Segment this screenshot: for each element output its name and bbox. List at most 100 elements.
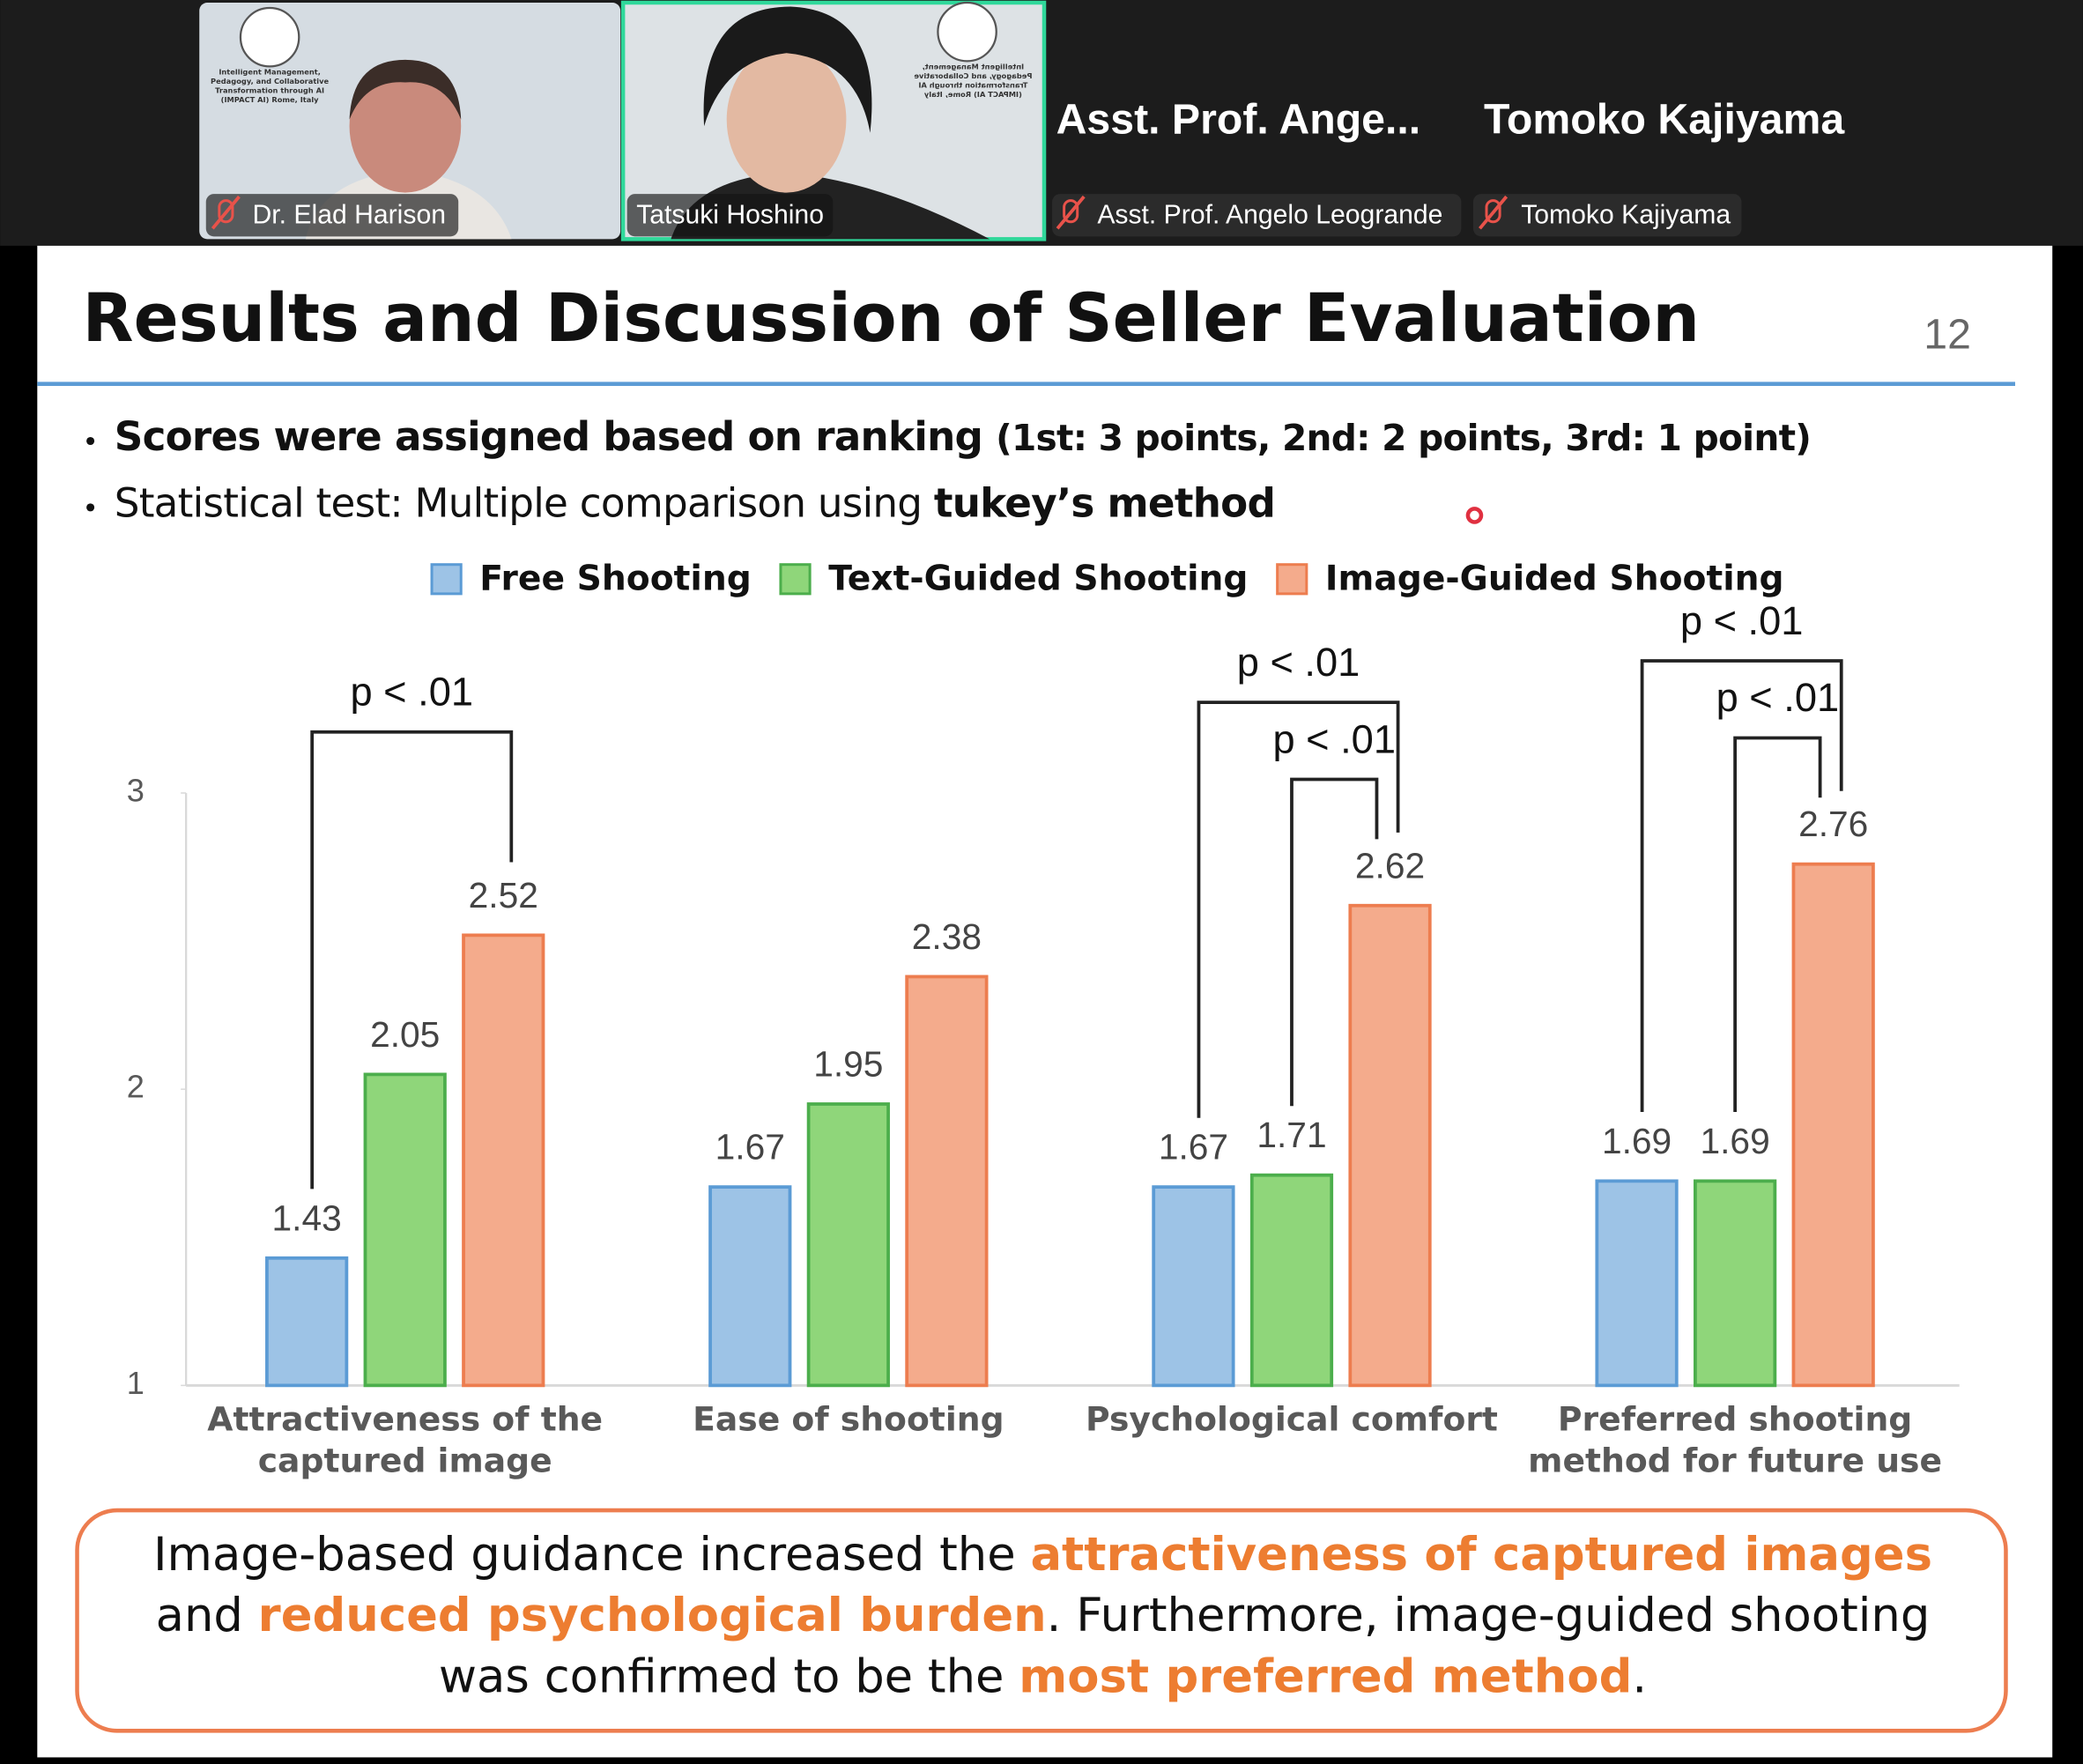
- participant-big-name: Asst. Prof. Ange...: [1056, 95, 1421, 143]
- conclusion-highlight: most preferred method: [1019, 1650, 1633, 1705]
- value-label: 1.67: [715, 1127, 785, 1167]
- name-pill: [626, 194, 834, 237]
- conclusion-text: . Furthermore, image-guided shooting was…: [438, 1590, 1931, 1705]
- legend-label: Text-Guided Shooting: [828, 559, 1248, 598]
- video-tile[interactable]: Intelligent Management, Pedagogy, and Co…: [199, 3, 621, 240]
- bar: [363, 1072, 447, 1388]
- participant-big-name: Tomoko Kajiyama: [1484, 95, 1845, 143]
- significance-label: p < .01: [1237, 640, 1360, 685]
- significance-label: p < .01: [1272, 716, 1396, 761]
- slide: [37, 245, 2053, 1758]
- participant-name: Dr. Elad Harison: [253, 201, 446, 230]
- value-label: 1.69: [1602, 1121, 1672, 1161]
- conclusion: Image-based guidance increased the attra…: [120, 1525, 1966, 1708]
- value-label: 2.38: [912, 916, 982, 957]
- name-pill: [1052, 194, 1462, 237]
- value-label: 1.95: [813, 1044, 883, 1085]
- conclusion-text: .: [1632, 1650, 1648, 1705]
- bullet-box: Scores were assigned based on ranking (1…: [115, 414, 2027, 461]
- bullet: Scores were assigned based on ranking (1…: [115, 414, 2027, 461]
- name-pill: [205, 194, 459, 237]
- bullet-dot: [86, 436, 95, 446]
- significance-label: p < .01: [350, 669, 473, 714]
- conclusion-highlight: reduced psychological burden: [257, 1590, 1047, 1643]
- significance-bracket: [1290, 777, 1379, 1107]
- bar: [1348, 903, 1432, 1388]
- bar: [806, 1102, 890, 1388]
- bar: [1595, 1179, 1679, 1388]
- bar: [1152, 1185, 1235, 1388]
- participant-name: Tomoko Kajiyama: [1521, 201, 1731, 230]
- logo: [937, 1, 997, 63]
- significance-bracket: [310, 730, 514, 1190]
- participant-name: Tatsuki Hoshino: [636, 201, 824, 230]
- value-label: 2.62: [1355, 845, 1425, 886]
- value-label: 2.52: [469, 875, 538, 915]
- x-tick-label: Ease of shooting: [693, 1399, 1004, 1439]
- page-number: 12: [1924, 311, 1971, 359]
- significance-label: p < .01: [1716, 675, 1840, 720]
- video-tile[interactable]: Intelligent Management, Pedagogy, and Co…: [620, 0, 1047, 241]
- bar: [1791, 862, 1875, 1388]
- x-tick-label-box: Ease of shooting: [693, 1399, 1004, 1439]
- x-tick-label: Psychological comfort: [1086, 1399, 1498, 1439]
- significance-bracket: [1640, 659, 1843, 1112]
- x-tick-label: Attractiveness of the captured image: [207, 1399, 604, 1480]
- bullet: Statistical test: Multiple comparison us…: [115, 481, 2027, 528]
- legend-swatch: [1276, 563, 1308, 596]
- bullet-segment: Statistical test: Multiple comparison us…: [114, 480, 934, 528]
- conclusion-box: [75, 1508, 2008, 1733]
- value-label: 1.69: [1701, 1121, 1770, 1161]
- banner-text: Intelligent Management, Pedagogy, and Co…: [211, 69, 330, 106]
- head: [726, 46, 847, 193]
- bullet-segment: tukey’s method: [933, 480, 1276, 528]
- slide-title: Results and Discussion of Seller Evaluat…: [83, 279, 1700, 357]
- value-label: 2.76: [1798, 804, 1868, 844]
- laser-pointer: [1465, 507, 1484, 524]
- legend-swatch: [779, 563, 812, 596]
- x-tick-label: Preferred shooting method for future use: [1528, 1399, 1943, 1480]
- banner-box: Intelligent Management, Pedagogy, and Co…: [211, 69, 330, 106]
- head: [349, 59, 462, 193]
- participant-name: Asst. Prof. Angelo Leogrande: [1097, 201, 1442, 230]
- y-tick-label: 1: [127, 1365, 145, 1401]
- legend-label: Image-Guided Shooting: [1325, 559, 1784, 598]
- x-tick-label-box: Attractiveness of the captured image: [207, 1399, 604, 1480]
- bar: [1249, 1173, 1334, 1388]
- banner-box: Intelligent Management, Pedagogy, and Co…: [914, 63, 1032, 100]
- bar: [265, 1256, 349, 1388]
- logo: [239, 6, 300, 68]
- mute-icon: [1056, 195, 1086, 230]
- bullet-dot: [86, 503, 95, 512]
- bar: [905, 975, 989, 1388]
- legend-swatch: [430, 563, 463, 596]
- y-tick-label: 2: [127, 1069, 145, 1105]
- bullet-box: Statistical test: Multiple comparison us…: [115, 481, 2027, 528]
- hair: [703, 6, 872, 133]
- bar: [462, 933, 545, 1388]
- value-label: 1.71: [1256, 1115, 1326, 1155]
- conclusion-text: Image-based guidance increased the: [152, 1529, 1031, 1582]
- conclusion-text: and: [155, 1590, 258, 1643]
- value-label: 2.05: [370, 1014, 440, 1055]
- conclusion-box-text: Image-based guidance increased the attra…: [120, 1525, 1966, 1708]
- x-tick-label-box: Preferred shooting method for future use: [1528, 1399, 1943, 1480]
- mute-icon: [211, 195, 241, 230]
- y-tick-label: 3: [127, 773, 145, 809]
- conclusion-highlight: attractiveness of captured images: [1030, 1529, 1933, 1582]
- mute-icon: [1479, 195, 1509, 230]
- significance-label: p < .01: [1680, 598, 1804, 643]
- bullet-segment: (1st: 3 points, 2nd: 2 points, 3rd: 1 po…: [996, 418, 1812, 460]
- x-tick-label-box: Psychological comfort: [1086, 1399, 1498, 1439]
- bar: [1694, 1179, 1777, 1388]
- legend-label: Free Shooting: [479, 559, 751, 598]
- value-label: 1.67: [1159, 1127, 1228, 1167]
- significance-bracket: [1733, 736, 1822, 1112]
- name-pill: [1472, 194, 1742, 237]
- chart: 1 2 3 Free Shooting Text-Guided Shooting Imag…: [127, 559, 1960, 1480]
- bar: [708, 1185, 792, 1388]
- significance-bracket: [1197, 700, 1400, 1118]
- hair: [349, 59, 462, 120]
